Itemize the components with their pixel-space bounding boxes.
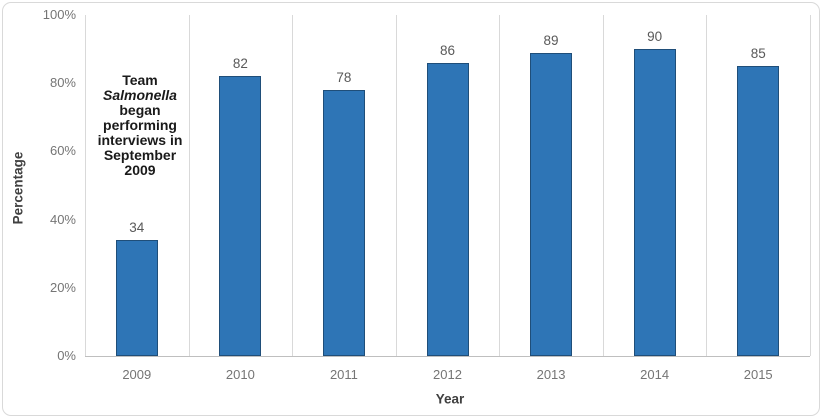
y-tick-label: 60% (49, 143, 76, 159)
bar (219, 76, 262, 356)
x-tick-label: 2010 (225, 367, 255, 382)
bar (426, 62, 469, 356)
y-tick-label: 80% (49, 75, 76, 91)
annotation-line: September (103, 147, 177, 163)
bar-value-label: 34 (129, 220, 145, 236)
y-tick-label: 100% (42, 7, 76, 22)
bar (633, 49, 676, 356)
x-tick-label: 2015 (743, 367, 773, 382)
bar-value-label: 78 (336, 70, 352, 86)
annotation-textbox: Team Salmonella began performing interviews … (75, 73, 205, 178)
gridline (706, 15, 708, 356)
gridline (602, 15, 604, 356)
y-tick-label: 20% (49, 279, 76, 295)
bar-value-label: 86 (439, 42, 456, 58)
x-tick-label: 2014 (640, 367, 670, 382)
annotation-line: Team (122, 72, 158, 88)
x-tick-label: 2012 (433, 367, 462, 382)
bar (322, 90, 365, 356)
x-axis-title: Year (435, 391, 465, 407)
gridline (810, 15, 811, 356)
gridline (499, 15, 501, 356)
bar-value-label: 90 (647, 29, 663, 45)
gridline (188, 15, 190, 356)
bar-value-label: 85 (750, 46, 766, 62)
bar (530, 52, 573, 356)
bar (115, 240, 158, 356)
annotation-line: began (119, 102, 161, 118)
bar (737, 66, 780, 356)
bar-value-label: 89 (543, 32, 559, 48)
gridline (292, 15, 294, 356)
bar-value-label: 82 (232, 56, 248, 72)
annotation-line: performing (103, 117, 177, 133)
annotation-line: interviews in (97, 132, 183, 148)
x-tick-label: 2013 (536, 367, 566, 382)
annotation-line: 2009 (124, 162, 156, 178)
x-tick-label: 2011 (329, 367, 358, 382)
y-tick-label: 0% (57, 348, 76, 363)
gridline (395, 15, 397, 356)
y-tick-label: 40% (49, 211, 76, 227)
x-tick-label: 2009 (122, 367, 152, 382)
x-axis-line (85, 356, 810, 357)
gridline (85, 15, 86, 356)
annotation-line: Salmonella (103, 87, 177, 103)
